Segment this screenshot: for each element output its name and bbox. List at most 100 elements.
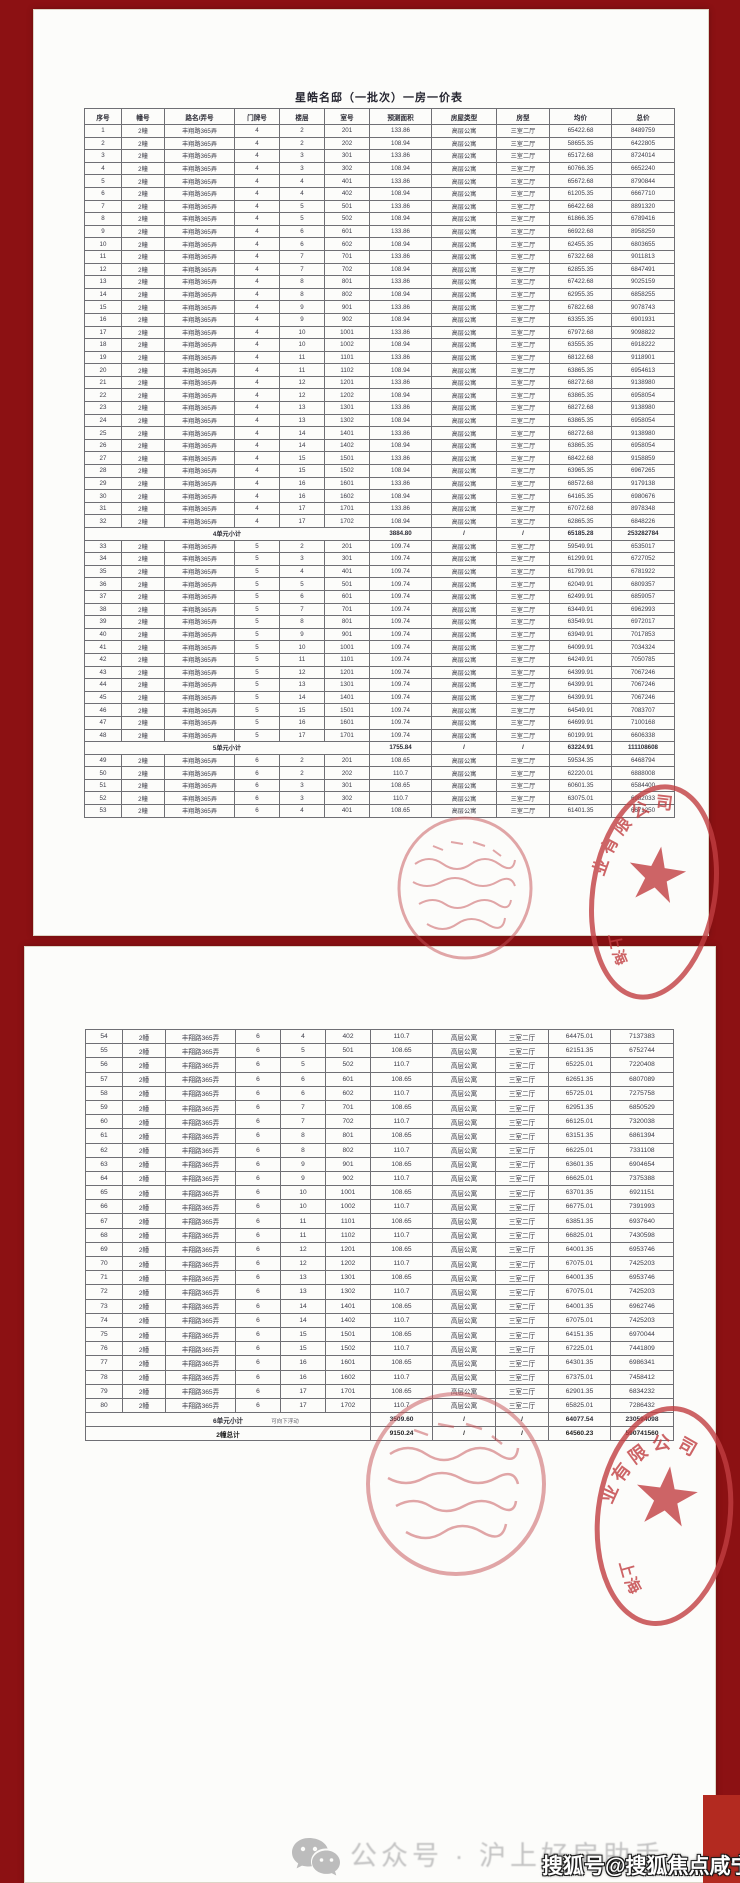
table-cell: 64077.54 [548,1412,611,1428]
table-cell: 15 [279,703,325,717]
table-cell: 2幢 [122,1057,166,1073]
table-cell: 29 [84,476,122,491]
table-cell: 108.65 [370,1099,433,1116]
table-cell: 68 [85,1227,123,1243]
table-cell: 108.94 [369,161,432,176]
table-cell: 68422.68 [549,451,612,466]
table-cell: 63 [85,1156,123,1172]
table-cell: 2幢 [121,413,165,428]
table-cell: 902 [325,1170,371,1187]
table-row: 28 2幢 丰翔路365弄 4 15 1502 108.94 高层公寓 三室二厅 63965.35… [84,464,675,478]
table-cell: 13 [280,1284,326,1300]
table-cell: 2幢 [121,161,165,176]
table-cell: 63555.35 [549,338,612,352]
table-cell: 9078743 [611,300,675,314]
table-cell: 108.65 [370,1326,433,1343]
table-cell: 14 [279,426,325,440]
table-cell: 133.86 [369,451,432,466]
table-cell: 丰翔路365弄 [164,564,235,579]
table-row: 62 2幢 丰翔路365弄 6 8 802 110.7 高层公寓 三室二厅 66225.01 733… [85,1142,674,1158]
table-cell: 1101 [324,652,370,667]
table-cell: 5 [234,652,280,667]
table-cell: 三室二厅 [496,174,550,188]
table-cell: 6958054 [611,413,675,428]
table-cell: 253282784 [611,527,675,541]
table-cell: 丰翔路365弄 [165,1383,236,1399]
table-cell: 109.74 [369,703,432,717]
table-row: 38 2幢 丰翔路365弄 5 7 701 109.74 高层公寓 三室二厅 63449.91 69… [84,602,675,617]
table-cell: 55 [85,1043,123,1059]
table-cell: 133.86 [369,124,432,138]
table-cell: 401 [324,174,370,188]
column-header: 门牌号 [234,108,280,125]
table-cell: 48 [84,728,122,743]
table-cell: 1402 [325,1312,371,1328]
table-cell: 6 [279,224,325,239]
table-cell: 2幢 [121,401,165,415]
table-cell: 高层公寓 [432,1355,496,1371]
table-cell: 108.94 [369,287,432,302]
table-cell: 6 [280,1085,326,1101]
table-cell: 高层公寓 [431,350,497,365]
table-cell: 1101 [324,350,370,365]
table-cell: 2幢总计 [85,1426,371,1442]
table-cell: 三室二厅 [495,1241,549,1258]
table-cell: 6962746 [610,1298,674,1314]
table-cell: 61299.91 [549,552,612,566]
table-cell: 133.86 [369,325,432,340]
table-cell: 13 [280,1270,326,1286]
table-cell: 17 [280,1383,326,1399]
table-cell: 7067246 [611,678,675,692]
table-cell: / [495,1412,549,1428]
table-cell: 66922.68 [549,224,612,239]
table-row: 30 2幢 丰翔路365弄 4 16 1602 108.94 高层公寓 三室二厅 64165.35… [84,489,675,503]
table-cell: 65185.28 [549,527,612,541]
table-cell: 109.74 [369,577,432,591]
table-cell: 高层公寓 [431,413,497,428]
table-row: 77 2幢 丰翔路365弄 6 16 1601 108.65 高层公寓 三室二厅 64301.35… [85,1355,674,1371]
table-cell: 4 [234,514,280,528]
table-cell: 39 [84,615,122,629]
table-cell: 2幢 [121,237,165,251]
table-cell: 12 [280,1255,326,1272]
table-cell: 65725.01 [548,1085,611,1101]
table-cell: 8724014 [611,149,675,163]
table-cell: 902 [324,312,370,327]
table-cell: 109.74 [369,640,432,654]
table-row: 51 2幢 丰翔路365弄 6 3 301 108.65 高层公寓 三室二厅 60601.35 65… [84,778,675,793]
table-row: 47 2幢 丰翔路365弄 5 16 1601 109.74 高层公寓 三室二厅 64699.91… [84,715,675,730]
table-cell: 8891320 [611,199,675,214]
table-cell: 9138980 [611,375,675,390]
table-cell: 13 [84,275,122,289]
table-cell: 109.74 [369,602,432,617]
table-cell: 丰翔路365弄 [165,1142,236,1158]
table-cell: 三室二厅 [496,778,550,793]
table-cell: 63851.35 [548,1213,611,1229]
table-cell: 64099.91 [549,640,612,654]
table-cell: 53 [84,804,122,818]
table-cell: 高层公寓 [431,375,497,390]
table-cell: 4 [84,161,122,176]
table-cell: 1201 [325,1241,371,1258]
table-row: 61 2幢 丰翔路365弄 6 8 801 108.65 高层公寓 三室二厅 63151.35 68… [85,1128,674,1144]
table-cell: 6967265 [611,464,675,478]
table-cell: 3 [279,149,325,163]
table-cell: 109.74 [369,715,432,730]
table-cell: 高层公寓 [431,514,497,528]
table-cell: 16 [280,1355,326,1371]
table-cell: 7430598 [610,1227,674,1243]
table-cell: 601 [324,589,370,604]
table-cell: 丰翔路365弄 [164,363,235,377]
table-cell: 18 [84,338,122,352]
table-cell: 高层公寓 [431,577,497,591]
table-cell: 三室二厅 [495,1369,549,1385]
table-cell: 6 [235,1185,281,1201]
table-cell: 9098822 [611,325,675,340]
table-row: 80 2幢 丰翔路365弄 6 17 1702 110.7 高层公寓 三室二厅 65825.01 7… [85,1397,674,1414]
table-cell: 高层公寓 [431,615,497,629]
table-cell: 802 [324,287,370,302]
table-cell: 28 [84,464,122,478]
table-cell: 6850529 [610,1099,674,1116]
table-cell: 701 [324,602,370,617]
table-cell: 62651.35 [548,1071,611,1087]
